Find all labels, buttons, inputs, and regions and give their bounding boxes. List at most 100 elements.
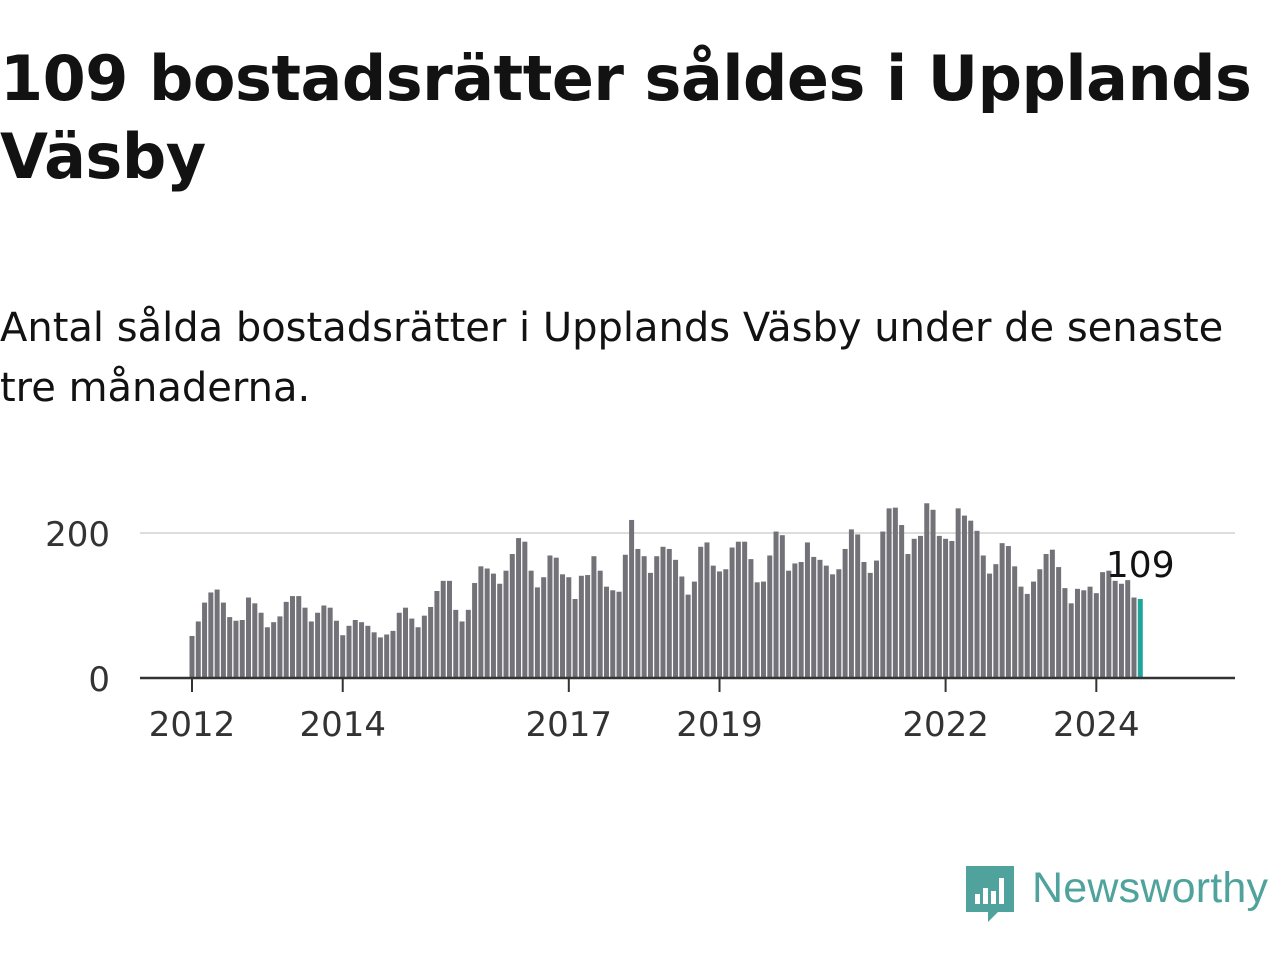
bar: [603, 586, 609, 678]
bar: [233, 620, 239, 678]
y-tick-label: 200: [45, 515, 110, 555]
bar: [509, 554, 515, 678]
bar: [855, 534, 861, 678]
bar: [666, 548, 672, 678]
bar: [924, 503, 930, 678]
x-tick-label: 2012: [149, 705, 236, 745]
bar: [289, 596, 295, 678]
bar: [208, 592, 214, 678]
bar: [541, 577, 547, 678]
bar: [202, 602, 208, 678]
bar: [214, 589, 220, 678]
bar: [1100, 572, 1106, 678]
bar: [572, 598, 578, 678]
bar: [1049, 549, 1055, 678]
bar: [283, 601, 289, 679]
bar: [880, 531, 886, 678]
bar: [352, 620, 358, 678]
bar: [195, 621, 201, 678]
bar: [528, 570, 534, 678]
bar: [817, 559, 823, 678]
bar: [490, 573, 496, 678]
bar-chart: 0 200 2012 2014 2017 2019 2022 2024 109: [45, 503, 1235, 745]
bar: [516, 538, 522, 678]
bar: [1118, 583, 1124, 678]
bar: [271, 622, 277, 678]
bar: [905, 554, 911, 678]
bar: [421, 615, 427, 678]
bar: [842, 548, 848, 678]
bar: [892, 507, 898, 679]
x-tick-label: 2022: [902, 705, 989, 745]
bar: [503, 570, 509, 678]
bar: [911, 538, 917, 678]
bar: [723, 569, 729, 678]
bar: [453, 609, 459, 678]
bar: [1043, 554, 1049, 678]
bar: [823, 565, 829, 679]
bar: [377, 637, 383, 678]
bar: [729, 547, 735, 678]
y-tick-label: 0: [88, 660, 110, 700]
bar: [1056, 567, 1062, 678]
bar: [848, 529, 854, 679]
page-title: 109 bostadsrätter såldes i Upplands Väsb…: [0, 42, 1252, 193]
bar: [591, 556, 597, 678]
bar: [968, 520, 974, 678]
bar: [798, 562, 804, 678]
bar: [742, 541, 748, 678]
bar: [472, 583, 478, 678]
bar: [1018, 586, 1024, 678]
bar: [1012, 566, 1018, 678]
bar: [987, 573, 993, 678]
bar: [1087, 586, 1093, 678]
bar: [258, 612, 264, 678]
bar: [754, 582, 760, 678]
bar: [949, 540, 955, 678]
bar: [440, 580, 446, 678]
bar: [1005, 546, 1011, 678]
bar: [786, 570, 792, 678]
bar: [403, 607, 409, 679]
bar: [1037, 569, 1043, 678]
bar: [993, 564, 999, 678]
bar: [346, 625, 352, 678]
bar: [371, 632, 377, 678]
bar: [302, 607, 308, 679]
bar: [773, 531, 779, 678]
bar: [597, 570, 603, 678]
bar: [673, 559, 679, 678]
bar: [277, 616, 283, 679]
bar: [246, 597, 252, 678]
bar: [698, 546, 704, 678]
bar: [560, 574, 566, 678]
brand: Newsworthy: [962, 862, 1268, 926]
bar: [566, 577, 572, 678]
bar: [830, 574, 836, 678]
bar: [415, 627, 421, 678]
bar: [654, 556, 660, 678]
bar: [961, 515, 967, 678]
bar: [717, 571, 723, 678]
bar: [917, 535, 923, 678]
bar: [899, 525, 905, 678]
bar: [999, 543, 1005, 678]
bar: [610, 590, 616, 678]
bar: [760, 581, 766, 678]
last-value-label: 109: [1106, 545, 1175, 586]
bar: [321, 605, 327, 678]
axis-layer: 0 200 2012 2014 2017 2019 2022 2024: [45, 515, 1235, 745]
bar: [359, 622, 365, 678]
bar: [955, 508, 961, 678]
bar: [861, 562, 867, 678]
bar: [616, 591, 622, 678]
bar: [930, 509, 936, 678]
bar: [365, 625, 371, 678]
bar: [1106, 570, 1112, 678]
bar: [804, 542, 810, 678]
bar: [409, 618, 415, 678]
bar: [980, 555, 986, 678]
bar: [1062, 588, 1068, 678]
bar: [478, 566, 484, 678]
bar: [704, 542, 710, 678]
